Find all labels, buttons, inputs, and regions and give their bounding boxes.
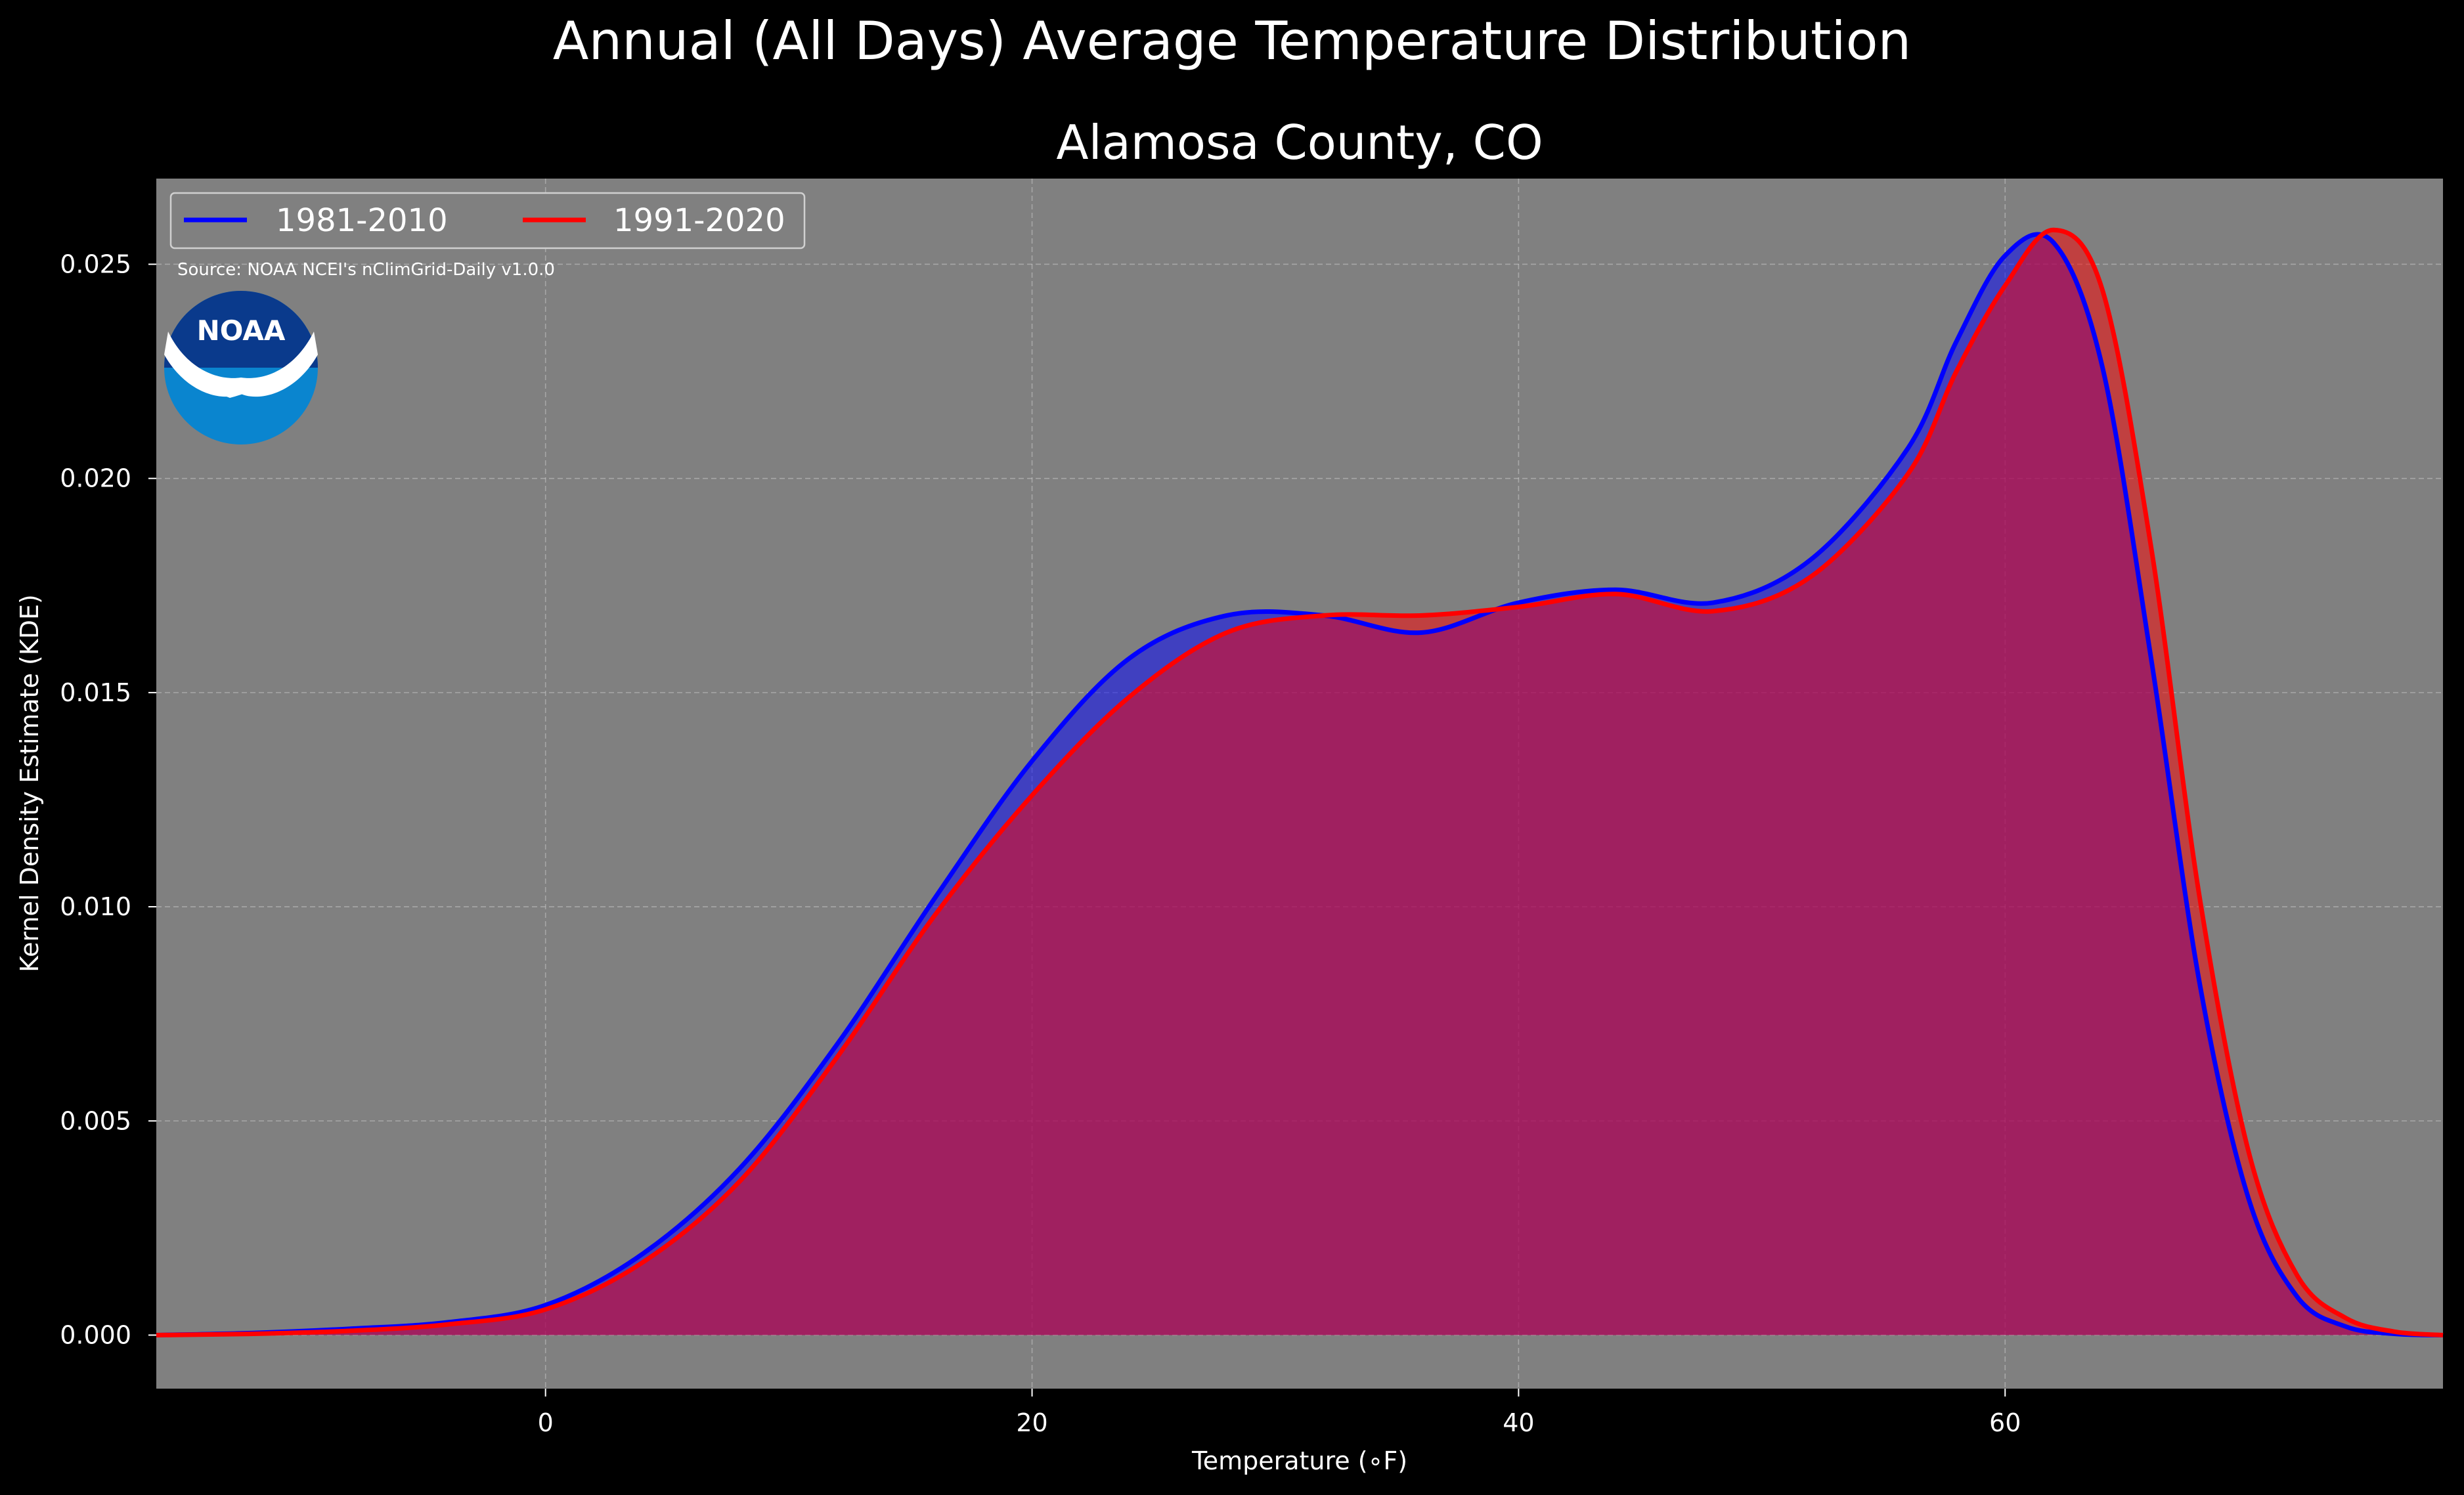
x-tick-label-3: 60 <box>1989 1408 2021 1437</box>
noaa-logo: NOAA <box>164 291 318 444</box>
y-tick-label-1: 0.005 <box>60 1106 131 1135</box>
logo-wordmark: NOAA <box>197 314 286 347</box>
figure-suptitle: Annual (All Days) Average Temperature Di… <box>553 11 1911 72</box>
series-lines <box>156 227 2444 1337</box>
line-1991-2020 <box>156 227 2444 1337</box>
x-tick-label-1: 20 <box>1016 1408 1047 1437</box>
series-fills <box>156 230 2443 1335</box>
y-tick-label-5: 0.025 <box>60 249 131 278</box>
x-tick-label-2: 40 <box>1503 1408 1534 1437</box>
line-1981-2010 <box>156 232 2444 1337</box>
x-axis-label: Temperature (∘F) <box>1191 1446 1407 1475</box>
y-tick-label-3: 0.015 <box>60 678 131 707</box>
y-tick-label-2: 0.010 <box>60 892 131 921</box>
legend: 1981-2010 1991-2020 <box>169 192 806 249</box>
legend-label-1981-2010: 1981-2010 <box>276 202 448 239</box>
x-tick-label-0: 0 <box>538 1408 554 1437</box>
area-1991-2020 <box>156 230 2443 1335</box>
y-tick-label-4: 0.020 <box>60 464 131 493</box>
x-axis-ticks: 0 20 40 60 <box>538 1389 2021 1437</box>
legend-label-1991-2020: 1991-2020 <box>613 202 785 239</box>
y-axis-ticks: 0.000 0.005 0.010 0.015 0.020 0.025 <box>60 249 156 1349</box>
y-axis-label: Kernel Density Estimate (KDE) <box>15 594 44 972</box>
source-note: Source: NOAA NCEI's nClimGrid-Daily v1.0… <box>177 260 555 280</box>
y-tick-label-0: 0.000 <box>60 1320 131 1349</box>
chart-title: Alamosa County, CO <box>1056 115 1543 170</box>
legend-frame <box>169 192 806 249</box>
